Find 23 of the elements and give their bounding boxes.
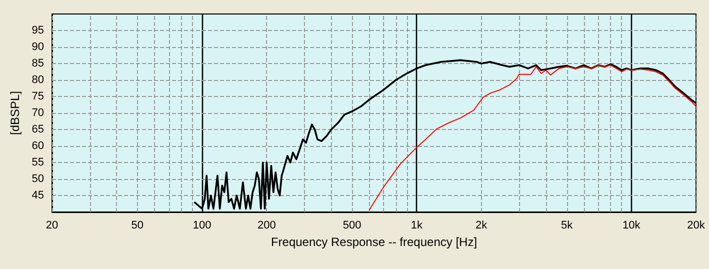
y-tick-label: 60 — [32, 140, 44, 152]
y-tick-label: 65 — [32, 124, 44, 136]
y-axis-title: [dBSPL] — [8, 90, 22, 136]
x-tick-label: 2k — [476, 220, 488, 232]
y-tick-label: 70 — [32, 107, 44, 119]
x-tick-label: 20k — [687, 220, 706, 232]
x-tick-label: 5k — [560, 220, 574, 232]
y-tick-label: 85 — [32, 58, 44, 70]
y-tick-label: 90 — [32, 41, 44, 53]
x-tick-label: 20 — [46, 220, 58, 232]
x-axis-title: Frequency Response -- frequency [Hz] — [270, 234, 478, 249]
x-tick-label: 1k — [410, 220, 424, 232]
x-tick-label: 50 — [131, 220, 144, 232]
y-tick-label: 55 — [32, 156, 44, 168]
y-tick-label: 75 — [32, 90, 44, 102]
x-tick-label: 10k — [622, 220, 641, 232]
x-tick-label: 100 — [192, 220, 212, 232]
x-tick-label: 200 — [257, 220, 276, 232]
x-tick-label: 500 — [342, 220, 362, 232]
y-tick-label: 50 — [32, 173, 44, 185]
y-tick-label: 80 — [32, 74, 44, 86]
y-tick-label: 45 — [32, 190, 44, 202]
y-tick-label: 95 — [32, 24, 44, 36]
